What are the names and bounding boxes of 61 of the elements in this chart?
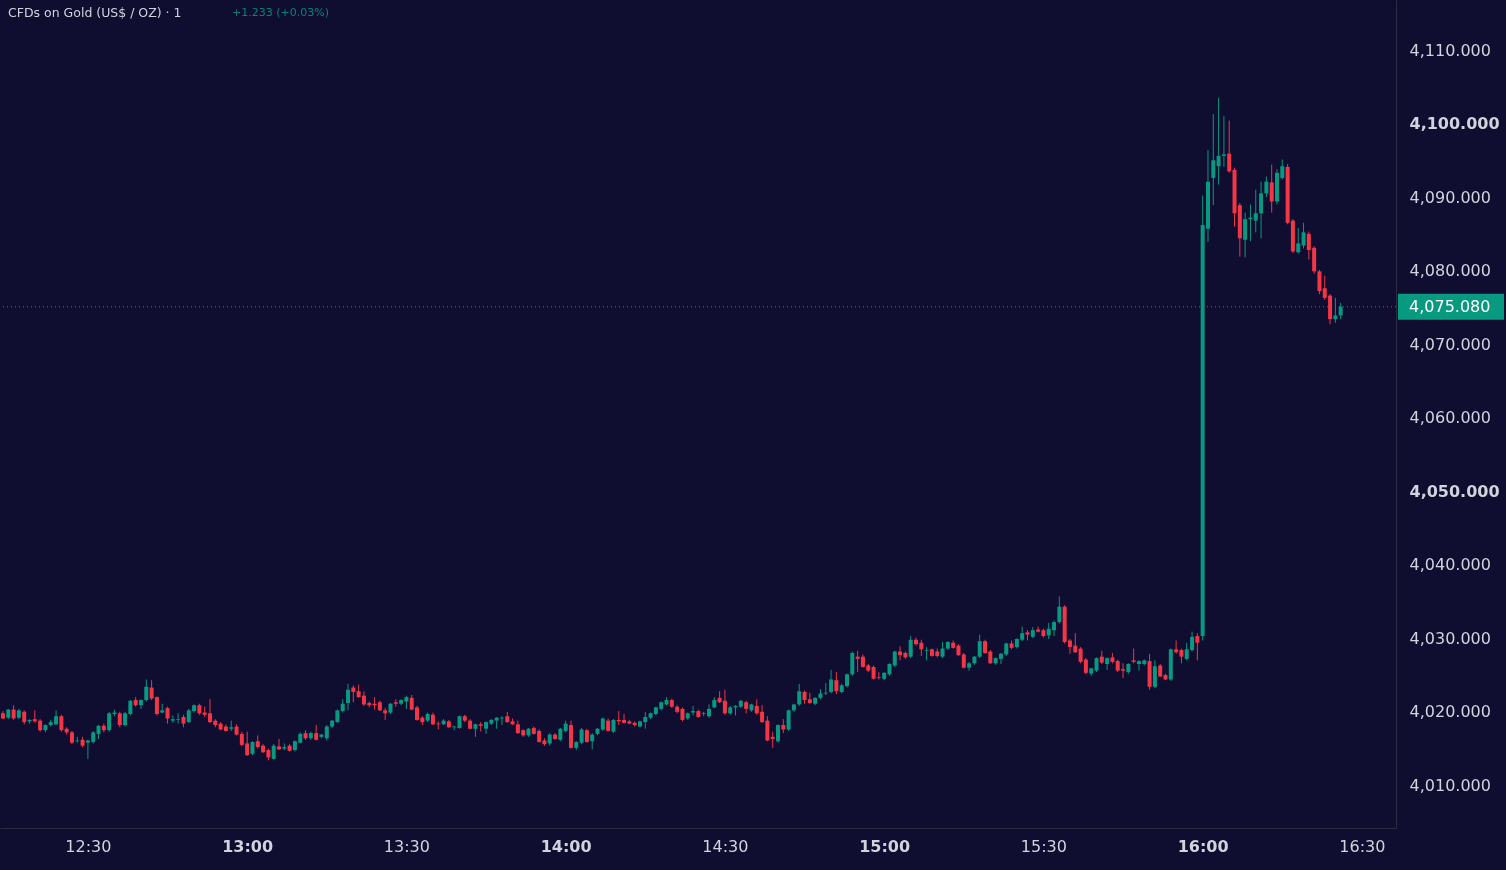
y-tick-label: 4,070.000 <box>1409 334 1491 354</box>
y-tick-label: 4,060.000 <box>1409 408 1491 428</box>
y-tick-label: 4,110.000 <box>1409 40 1491 60</box>
candlestick <box>998 652 1003 665</box>
candlestick <box>807 692 812 705</box>
candlestick <box>924 646 929 661</box>
candlestick <box>568 720 573 750</box>
candlestick <box>850 651 855 677</box>
x-tick-label: 15:30 <box>1020 836 1067 856</box>
candlestick <box>797 683 802 707</box>
candlestick <box>484 720 489 735</box>
x-tick-label: 13:00 <box>222 836 274 856</box>
chart-title: CFDs on Gold (US$ / OZ) · 1 <box>8 5 182 20</box>
annotation: +1.233 (+0.03%) <box>232 6 329 19</box>
candlestick <box>144 678 149 703</box>
candlestick <box>829 669 834 694</box>
candlestick <box>834 671 839 695</box>
y-tick-label: 4,010.000 <box>1409 775 1491 795</box>
candlestick <box>277 738 282 751</box>
candlestick <box>1057 595 1062 625</box>
y-tick-label: 4,050.000 <box>1409 481 1500 501</box>
candlestick <box>1301 222 1306 250</box>
x-tick-label: 12:30 <box>65 836 112 856</box>
x-tick-label: 14:30 <box>702 836 749 856</box>
candlestick <box>776 723 781 744</box>
ref-line-label: 4,075.080 <box>1409 296 1491 316</box>
candlestick <box>1152 659 1157 689</box>
y-tick-label: 4,020.000 <box>1409 702 1491 722</box>
candlestick <box>1243 212 1248 258</box>
candlestick <box>1333 297 1338 324</box>
candlestick <box>1174 639 1179 655</box>
candlestick <box>691 705 696 716</box>
candlestick <box>1221 115 1226 168</box>
candlestick <box>1317 269 1322 295</box>
candlestick <box>1211 113 1216 206</box>
x-tick-label: 16:00 <box>1177 836 1229 856</box>
candlestick <box>977 634 982 659</box>
candlestick <box>1105 656 1110 671</box>
candlestick <box>107 711 112 733</box>
candlestick <box>706 703 711 719</box>
y-tick-label: 4,100.000 <box>1409 114 1500 134</box>
candlestick <box>1259 181 1264 239</box>
y-tick-label: 4,040.000 <box>1409 555 1491 575</box>
y-tick-label: 4,090.000 <box>1409 187 1491 207</box>
x-tick-label: 13:30 <box>383 836 430 856</box>
candlestick <box>1253 189 1258 233</box>
candlestick <box>1264 175 1269 198</box>
candlestick <box>346 683 351 711</box>
candlestick <box>1216 97 1221 186</box>
candlestick <box>722 689 727 716</box>
x-tick-label: 16:30 <box>1339 836 1386 856</box>
y-tick-label: 4,080.000 <box>1409 261 1491 281</box>
candlestick <box>1227 120 1232 174</box>
candlestick <box>1195 632 1200 661</box>
candlestick <box>1296 227 1301 255</box>
x-tick-label: 15:00 <box>859 836 911 856</box>
candlestick <box>1269 164 1274 214</box>
candlestick <box>908 635 913 659</box>
y-tick-label: 4,030.000 <box>1409 628 1491 648</box>
candlestick <box>139 698 143 710</box>
x-tick-label: 14:00 <box>540 836 592 856</box>
